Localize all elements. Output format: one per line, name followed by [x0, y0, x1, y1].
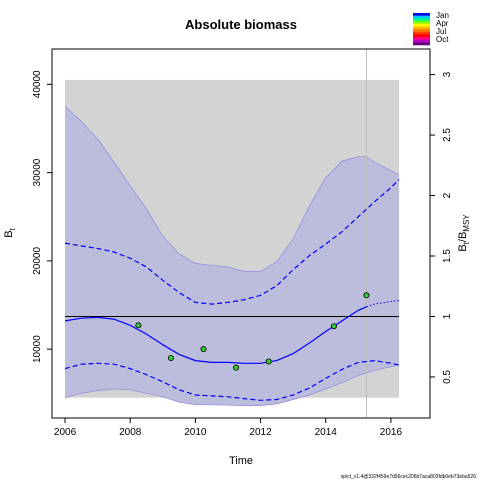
observation-point	[233, 364, 240, 371]
y-axis-label-left: Bt	[3, 227, 17, 237]
axes: 2006 2008 2010 2012 2014 2016 10000 20000 30000 4…	[32, 48, 453, 438]
x-tick-label: 2006	[54, 427, 77, 438]
ci-lower-line	[64, 359, 400, 401]
x-tick-label: 2010	[184, 427, 207, 438]
observation-point	[135, 322, 142, 329]
legend-color-swatch	[413, 15, 430, 19]
y-axis-label-right: Bt/BMSY	[457, 214, 471, 252]
legend-color-swatch	[413, 39, 430, 43]
legend-color-swatch	[413, 13, 430, 16]
plot-area	[64, 49, 400, 418]
y-right-tick-label: 1	[442, 313, 453, 319]
legend-color-swatch	[413, 34, 430, 38]
observation-point	[265, 358, 272, 365]
y-tick-label: 20000	[32, 247, 43, 275]
y-right-tick-label: 1.5	[442, 249, 453, 263]
observation-point	[200, 346, 207, 353]
legend-color-swatch	[413, 26, 430, 30]
plot-frame	[51, 48, 431, 419]
legend-color-swatch	[413, 37, 430, 40]
ci-upper-line	[64, 179, 400, 305]
y-tick-label: 30000	[32, 158, 43, 186]
band-lower-edge	[64, 364, 400, 406]
estimate-line	[64, 306, 367, 364]
legend-color-swatch	[413, 31, 430, 35]
legend-label: Apr	[436, 19, 449, 28]
observation-point	[363, 292, 370, 299]
x-tick-label: 2012	[249, 427, 272, 438]
observation-point	[330, 323, 337, 330]
x-tick-label: 2014	[315, 427, 338, 438]
legend-color-swatch	[413, 29, 430, 32]
y-tick-label: 40000	[32, 70, 43, 98]
legend-color-swatch	[413, 18, 430, 22]
y-tick-label: 10000	[32, 335, 43, 363]
legend-label: Jan	[436, 11, 449, 20]
legend-label: Oct	[436, 35, 449, 44]
y-right-tick-label: 2.5	[442, 128, 453, 142]
band-upper-edge	[64, 106, 400, 272]
legend-color-swatch	[413, 42, 430, 46]
x-tick-label: 2008	[119, 427, 142, 438]
y-right-tick-label: 3	[442, 71, 453, 77]
chart-title: Absolute biomass	[185, 17, 297, 32]
uncertainty-band	[65, 106, 399, 406]
legend-color-swatch	[413, 21, 430, 24]
legend-color-swatch	[413, 23, 430, 27]
x-axis-label: Time	[229, 455, 253, 467]
observation-point	[167, 354, 174, 361]
footnote: spict_v1.4@332f459e7d96cec206b7aca803fdb…	[341, 474, 476, 480]
x-tick-label: 2016	[380, 427, 403, 438]
y-right-tick-label: 2	[442, 192, 453, 198]
y-right-tick-label: 0.5	[442, 370, 453, 384]
prediction-line	[366, 300, 400, 308]
legend-label: Jul	[436, 27, 446, 36]
